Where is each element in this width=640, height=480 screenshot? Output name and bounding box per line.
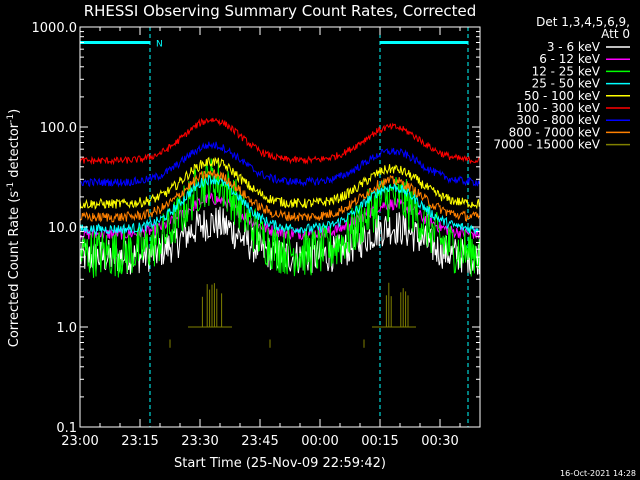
legend-header-line1: Det 1,3,4,5,6,9,: [536, 15, 630, 29]
legend-entry-label: 12 - 25 keV: [532, 64, 601, 78]
y-tick-label: 10.0: [48, 221, 77, 236]
y-tick-label: 1.0: [56, 321, 77, 336]
x-tick-label: 23:15: [121, 434, 158, 449]
series-line-2: [80, 192, 480, 241]
series-line-9: [169, 282, 416, 348]
series-line-4: [80, 174, 480, 236]
series-line-6: [80, 117, 480, 166]
y-axis-label-mid: detector: [7, 122, 22, 182]
legend-entry-label: 7000 - 15000 keV: [493, 138, 600, 152]
legend-entry-label: 50 - 100 keV: [524, 89, 601, 103]
series-line-3: [80, 158, 480, 278]
x-tick-label: 23:45: [241, 434, 278, 449]
chart-title: RHESSI Observing Summary Count Rates, Co…: [84, 2, 477, 20]
legend-entry-label: 25 - 50 keV: [532, 77, 601, 91]
y-axis-label-main: Corrected Count Rate (s: [7, 191, 22, 348]
series-line-7: [80, 141, 480, 188]
y-tick-label: 1000.0: [32, 21, 78, 36]
y-tick-label: 100.0: [40, 121, 77, 136]
y-axis-label-sup1: -1: [6, 182, 16, 191]
series-group: N: [80, 27, 480, 427]
x-tick-label: 00:30: [421, 434, 458, 449]
night-label: N: [156, 39, 163, 49]
x-tick-label: 00:15: [361, 434, 398, 449]
legend-header-line2: Att 0: [601, 27, 630, 41]
series-line-8: [80, 169, 480, 223]
x-tick-label: 23:00: [61, 434, 98, 449]
plot-area: N 0.1 1.0 10.0 100.0 1000.0 23:00 23:15 23:30 23:…: [32, 21, 481, 449]
x-tick-label: 23:30: [181, 434, 218, 449]
x-axis-label: Start Time (25-Nov-09 22:59:42): [174, 456, 386, 471]
y-axis-label: Corrected Count Rate (s-1 detector-1): [6, 109, 22, 347]
y-axis-label-end: ): [7, 109, 22, 114]
legend-entry-label: 6 - 12 keV: [539, 52, 601, 66]
footer-date: 16-Oct-2021 14:28: [560, 469, 636, 478]
series-line-5: [80, 156, 480, 211]
legend-entry-label: 300 - 800 keV: [516, 113, 600, 127]
y-tick-label: 0.1: [56, 421, 77, 436]
legend-entry-label: 100 - 300 keV: [516, 101, 600, 115]
y-axis-label-sup2: -1: [6, 114, 16, 123]
legend-entry-label: 800 - 7000 keV: [509, 125, 601, 139]
x-tick-label: 00:00: [301, 434, 338, 449]
legend-entry-label: 3 - 6 keV: [547, 40, 601, 54]
